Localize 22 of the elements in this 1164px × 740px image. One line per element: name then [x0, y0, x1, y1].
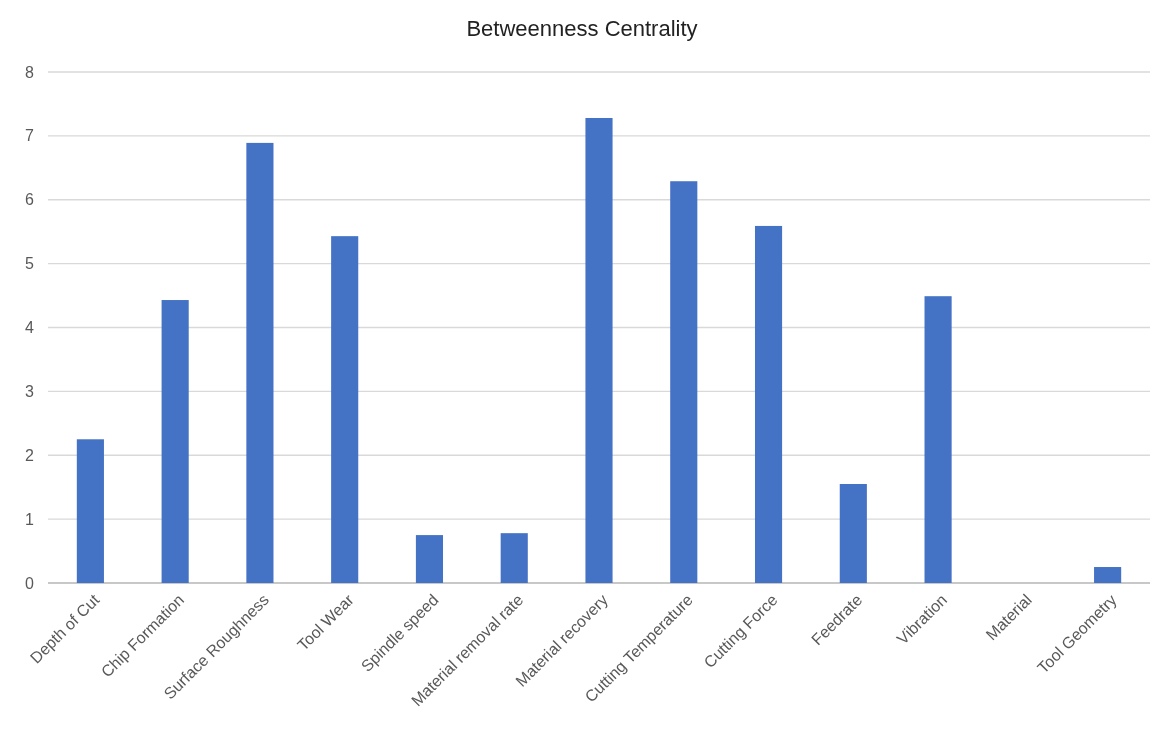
bar — [1094, 567, 1122, 583]
bar — [924, 296, 952, 583]
bar — [246, 142, 274, 583]
bar — [500, 533, 528, 583]
bar — [839, 483, 867, 583]
y-tick-label: 3 — [25, 382, 35, 400]
bar — [415, 535, 444, 583]
y-tick-label: 6 — [25, 191, 35, 209]
y-tick-label: 5 — [25, 255, 35, 273]
bar — [670, 181, 698, 583]
y-tick-label: 1 — [25, 510, 35, 528]
y-tick-label: 4 — [25, 319, 35, 337]
y-tick-label: 8 — [25, 63, 35, 81]
bar — [585, 117, 613, 583]
bar — [754, 225, 783, 583]
y-tick-label: 0 — [25, 574, 35, 592]
bar — [331, 236, 359, 583]
chart-title: Betweenness Centrality — [466, 16, 698, 41]
bar — [76, 439, 104, 583]
y-tick-label: 2 — [25, 446, 35, 464]
bar — [161, 300, 189, 583]
y-tick-label: 7 — [25, 127, 35, 145]
